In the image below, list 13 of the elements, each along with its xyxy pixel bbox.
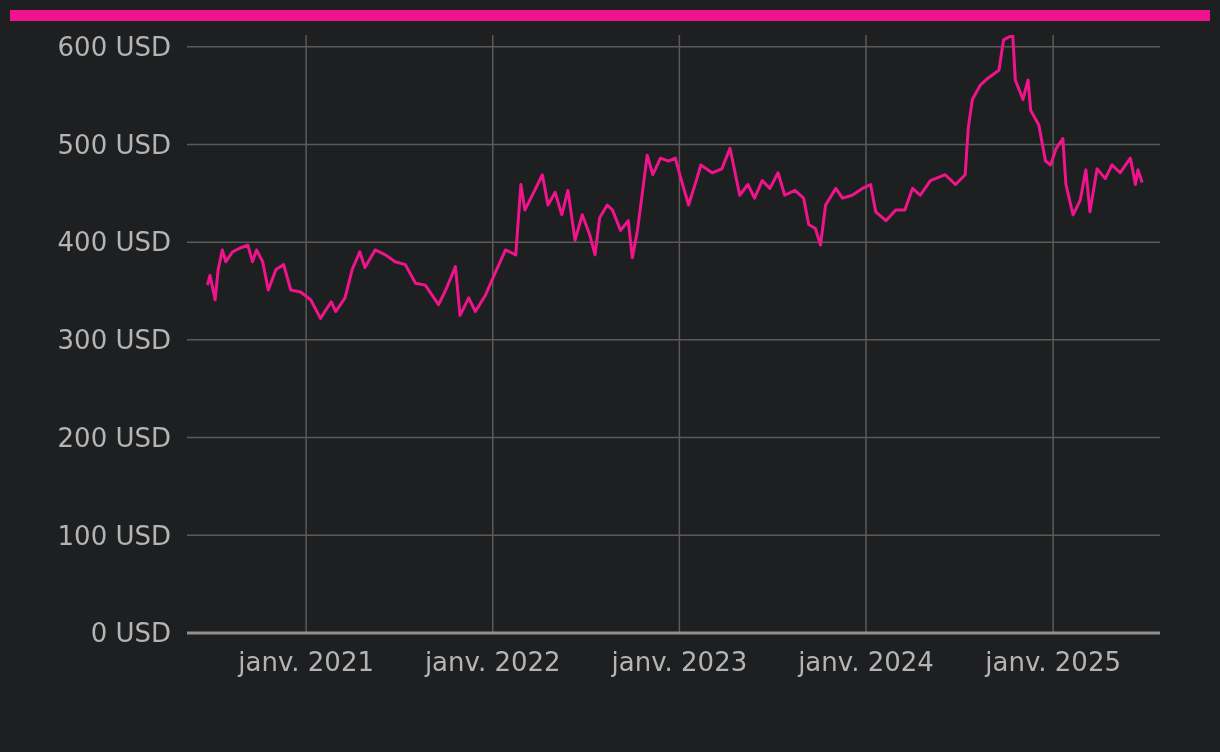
- y-tick-label: 0 USD: [90, 618, 171, 649]
- x-tick-label: janv. 2022: [423, 647, 561, 678]
- x-tick-label: janv. 2021: [237, 647, 374, 678]
- x-tick-label: janv. 2024: [797, 647, 934, 678]
- x-tick-label: janv. 2025: [984, 647, 1121, 678]
- y-tick-label: 300 USD: [57, 325, 171, 356]
- x-tick-label: janv. 2023: [610, 647, 748, 678]
- line-series: [205, 35, 1144, 320]
- y-tick-label: 200 USD: [57, 422, 171, 453]
- y-tick-label: 400 USD: [57, 227, 171, 258]
- y-tick-label: 500 USD: [57, 129, 171, 160]
- y-tick-label: 100 USD: [57, 520, 171, 551]
- y-tick-label: 600 USD: [57, 31, 171, 62]
